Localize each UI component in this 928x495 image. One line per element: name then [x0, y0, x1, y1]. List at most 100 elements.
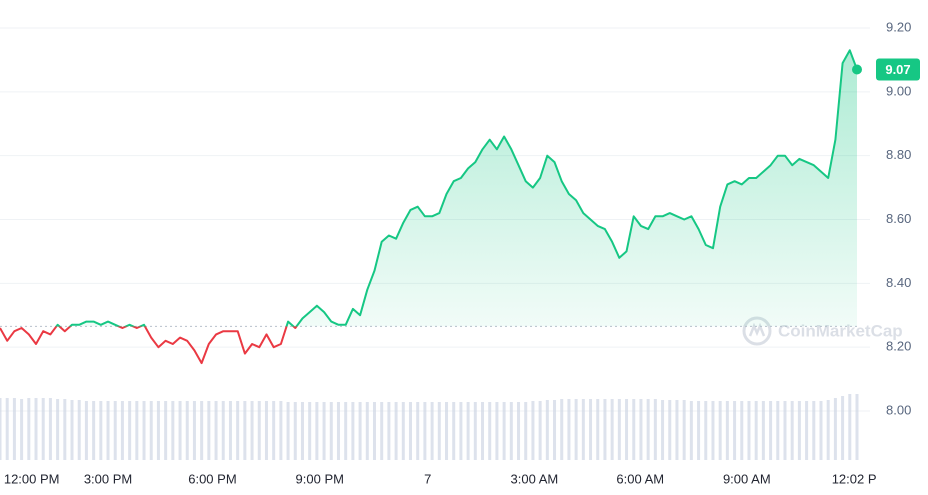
volume-bar [646, 399, 650, 460]
last-point [852, 64, 862, 75]
volume-bar [358, 402, 362, 460]
volume-bar [711, 401, 715, 460]
x-tick-label: 9:00 AM [723, 471, 771, 486]
volume-bar [27, 398, 31, 460]
volume-bar [99, 401, 103, 460]
price-badge [876, 58, 920, 81]
volume-bar [661, 400, 665, 460]
volume-bar [596, 399, 600, 460]
volume-bar [776, 401, 780, 460]
volume-bar [553, 400, 557, 460]
volume-bar [336, 402, 340, 460]
y-tick-label: 8.40 [886, 275, 911, 290]
volume-bar [142, 401, 146, 460]
area [56, 50, 857, 327]
volume-bar [308, 402, 312, 460]
y-tick-label: 8.60 [886, 211, 911, 226]
volume-bar [531, 401, 535, 460]
volume-bar [718, 401, 722, 460]
volume-bar [236, 401, 240, 460]
volume-bar [488, 402, 492, 460]
volume-bar [610, 399, 614, 460]
x-tick-label: 9:00 PM [296, 471, 344, 486]
volume-bar [322, 402, 326, 460]
y-tick-label: 8.80 [886, 147, 911, 162]
volume-bar [228, 401, 232, 460]
volume-bar [48, 398, 52, 460]
volume-bar [264, 401, 268, 460]
volume-bar [423, 402, 427, 460]
volume-bar [581, 399, 585, 460]
volume-bar [783, 401, 787, 460]
y-tick-label: 9.20 [886, 19, 911, 34]
volume-bar [495, 402, 499, 460]
volume-bar [401, 402, 405, 460]
volume-bar [445, 402, 449, 460]
volume-bar [149, 401, 153, 460]
price-line [0, 49, 858, 365]
volume-bar [365, 402, 369, 460]
volume-bar [178, 401, 182, 460]
volume-bar [567, 399, 571, 460]
volume-bar [106, 401, 110, 460]
volume-bar [5, 398, 9, 460]
volume-bar [697, 401, 701, 460]
volume-bar [466, 402, 470, 460]
volume-bar [639, 399, 643, 460]
volume-bar [279, 401, 283, 460]
volume-bar [286, 402, 290, 460]
price-badge-label: 9.07 [885, 62, 910, 77]
volume-bar [790, 401, 794, 460]
volume-bar [214, 401, 218, 460]
volume-bar [632, 399, 636, 460]
volume-bar [430, 402, 434, 460]
volume-bar [221, 401, 225, 460]
volume-bar [380, 402, 384, 460]
volume-bar [272, 401, 276, 460]
volume-bar [733, 401, 737, 460]
volume-bar [754, 401, 758, 460]
volume-bar [120, 401, 124, 460]
volume-bar [0, 398, 2, 460]
volume-bar [589, 399, 593, 460]
volume-bar [200, 401, 204, 460]
volume-bar [113, 401, 117, 460]
volume-bar [524, 402, 528, 460]
volume-bar [84, 401, 88, 460]
volume-bar [819, 401, 823, 460]
volume-bar [171, 401, 175, 460]
volume-bar [135, 401, 139, 460]
volume-bar [70, 400, 74, 460]
volume-bar [12, 398, 16, 460]
volume-bar [408, 402, 412, 460]
volume-bar [675, 400, 679, 460]
volume-bar [841, 396, 845, 460]
volume-bar [77, 400, 81, 460]
volume-bar [833, 398, 837, 460]
x-tick-label: 12:00 PM [4, 471, 60, 486]
volume-bar [538, 401, 542, 460]
y-tick-label: 8.20 [886, 339, 911, 354]
volume-bar [387, 402, 391, 460]
volume-bar [300, 402, 304, 460]
volume-bar [41, 398, 45, 460]
x-tick-label: 6:00 AM [616, 471, 664, 486]
x-tick-label: 3:00 PM [84, 471, 132, 486]
volume-bar [257, 401, 261, 460]
volume-bar [192, 401, 196, 460]
volume-bar [207, 401, 211, 460]
x-tick-label: 3:00 AM [511, 471, 559, 486]
volume-bar [452, 402, 456, 460]
volume-bar [329, 402, 333, 460]
volume-bar [20, 399, 24, 460]
volume-bar [826, 400, 830, 460]
volume-bar [128, 401, 132, 460]
volume-bar [725, 401, 729, 460]
y-tick-label: 9.00 [886, 83, 911, 98]
volume-bar [517, 402, 521, 460]
x-tick-label: 7 [424, 471, 431, 486]
x-tick-label: 12:02 P [832, 471, 877, 486]
volume-bar [34, 398, 38, 460]
